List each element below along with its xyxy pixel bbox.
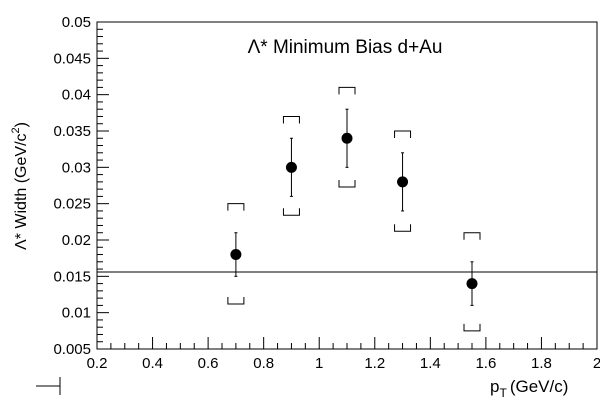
data-point-marker — [230, 249, 242, 261]
x-tick-label: 0.4 — [142, 355, 163, 372]
y-tick-label: 0.025 — [53, 196, 91, 213]
data-point-marker — [285, 161, 297, 173]
x-tick-label: 0.8 — [253, 355, 274, 372]
data-point-marker — [397, 176, 409, 188]
data-point-group — [227, 203, 245, 305]
sys-bracket-lower — [227, 296, 245, 305]
x-tick-label: 1.8 — [531, 355, 552, 372]
x-tick-label: 1.2 — [364, 355, 385, 372]
sys-bracket-upper — [463, 232, 481, 240]
data-point-group — [394, 130, 412, 232]
y-axis-label-close: ) — [13, 122, 30, 127]
x-axis-label-main: p — [490, 377, 499, 396]
x-axis-label-subscript: T — [499, 386, 507, 400]
x-axis: 0.2 0.4 0.6 0.8 1 1.2 1.4 1.6 1.8 2 — [87, 337, 600, 372]
chart-title: Λ* Minimum Bias d+Au — [248, 37, 443, 58]
x-tick-label: 0.6 — [198, 355, 219, 372]
x-axis-label-unit: (GeV/c) — [510, 377, 569, 396]
data-point-group — [463, 232, 481, 332]
x-tick-label: 1 — [315, 355, 323, 372]
data-point-group — [338, 86, 356, 188]
x-tick-label: 1.6 — [475, 355, 496, 372]
y-tick-label: 0.015 — [53, 268, 91, 285]
sys-bracket-upper — [394, 130, 412, 138]
data-point-marker — [466, 278, 478, 290]
x-tick-label: 1.4 — [420, 355, 441, 372]
x-tick-label: 0.2 — [87, 355, 108, 372]
data-point-group — [282, 115, 300, 216]
sys-bracket-upper — [282, 115, 300, 124]
y-tick-label: 0.02 — [62, 232, 91, 249]
y-tick-label: 0.045 — [53, 50, 91, 67]
y-tick-label: 0.03 — [62, 159, 91, 176]
sys-bracket-lower — [282, 208, 300, 216]
y-tick-label: 0.035 — [53, 123, 91, 140]
y-axis-label: Λ* Width (GeV/c2) — [10, 122, 30, 250]
y-axis-label-superscript: 2 — [10, 127, 22, 133]
sys-bracket-lower — [463, 323, 481, 332]
y-axis: 0.005 0.01 0.015 0.02 0.025 0.03 0.035 0.04 0.04… — [53, 14, 109, 358]
y-tick-label: 0.05 — [62, 14, 91, 31]
y-tick-label: 0.005 — [53, 341, 91, 358]
sys-bracket-lower — [394, 224, 412, 232]
y-tick-label: 0.01 — [62, 305, 91, 322]
x-tick-label: 2 — [593, 355, 600, 372]
data-point-marker — [341, 132, 353, 144]
x-axis-label: pT (GeV/c) — [490, 377, 568, 400]
sys-bracket-lower — [338, 179, 356, 188]
corner-mark — [36, 377, 61, 395]
sys-bracket-upper — [227, 203, 245, 211]
y-tick-label: 0.04 — [62, 87, 91, 104]
y-axis-label-main: Λ* Width (GeV/c — [13, 133, 30, 250]
sys-bracket-upper — [338, 86, 356, 95]
data-points — [227, 86, 481, 332]
